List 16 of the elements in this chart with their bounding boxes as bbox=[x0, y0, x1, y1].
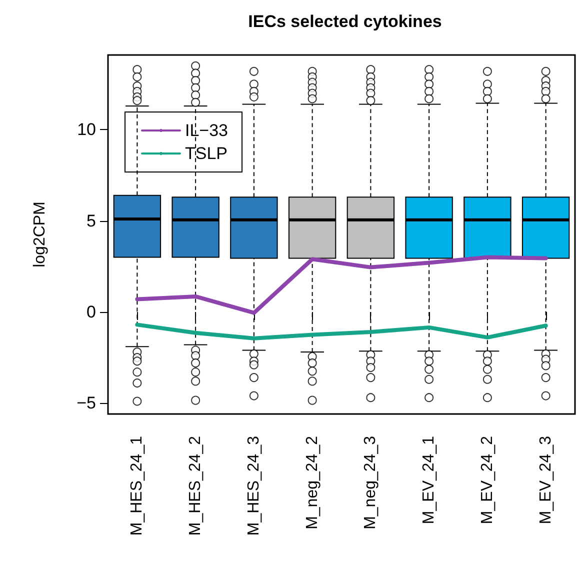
x-tick-label: M_EV_24_2 bbox=[478, 436, 496, 524]
x-tick-label: M_neg_24_2 bbox=[304, 436, 321, 530]
legend-label: IL−33 bbox=[185, 121, 228, 140]
chart-title: IECs selected cytokines bbox=[248, 12, 442, 31]
x-tick-label: M_HES_24_1 bbox=[128, 436, 146, 536]
x-tick-label: M_HES_24_3 bbox=[245, 436, 262, 536]
y-tick-label: 5 bbox=[86, 211, 96, 230]
x-tick-label: M_EV_24_1 bbox=[420, 436, 438, 524]
x-tick-label: M_neg_24_3 bbox=[362, 436, 380, 530]
y-axis-title: log2CPM bbox=[32, 202, 48, 268]
y-tick-label: 0 bbox=[86, 302, 96, 322]
x-tick-label: M_EV_24_3 bbox=[537, 436, 554, 524]
y-tick-label: 10 bbox=[77, 120, 96, 140]
x-tick-label: M_HES_24_2 bbox=[187, 436, 204, 536]
y-tick-label: −5 bbox=[76, 394, 96, 413]
legend-label: TSLP bbox=[185, 144, 228, 163]
